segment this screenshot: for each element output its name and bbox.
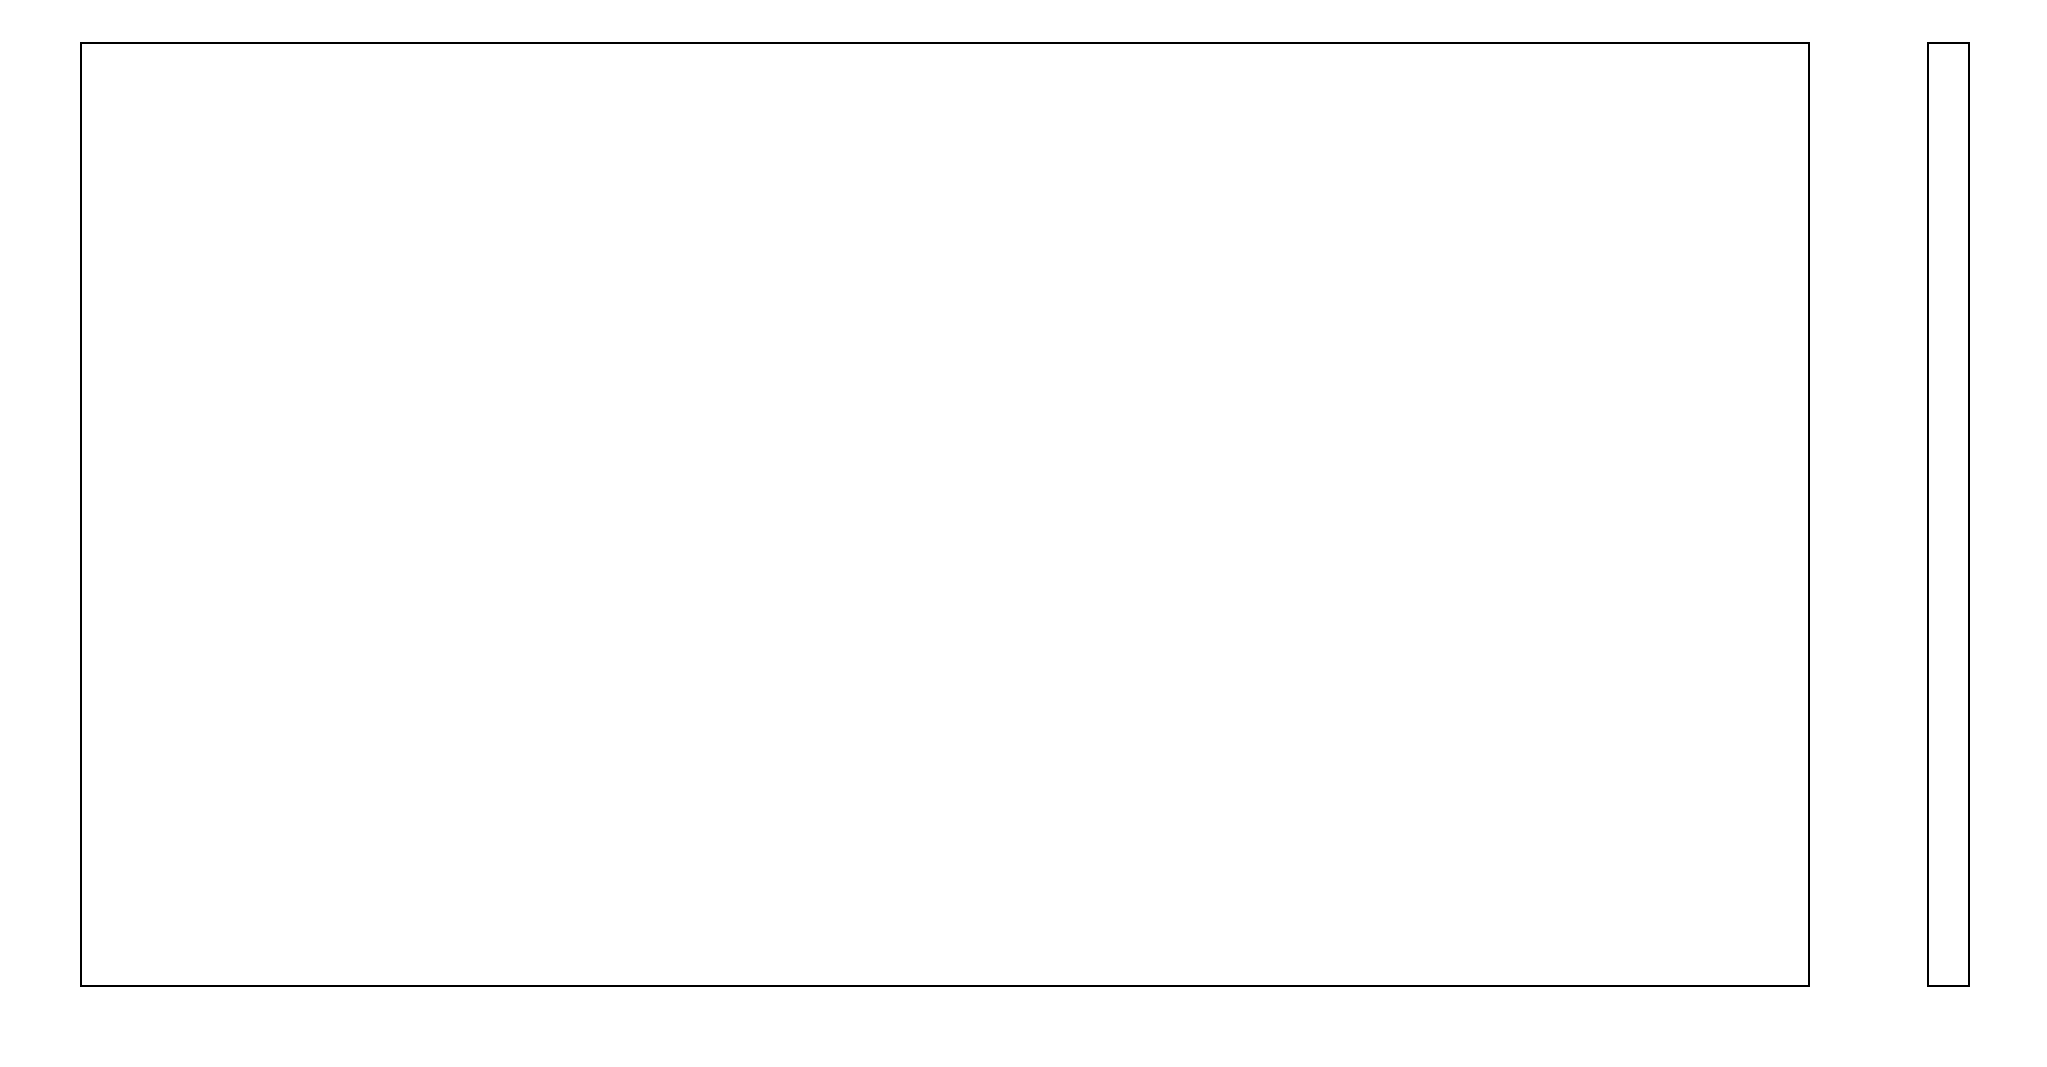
- colorbar: [1927, 42, 1970, 987]
- spectrogram-canvas: [82, 44, 1808, 985]
- plot-area: [80, 42, 1810, 987]
- colorbar-canvas: [1929, 44, 1968, 985]
